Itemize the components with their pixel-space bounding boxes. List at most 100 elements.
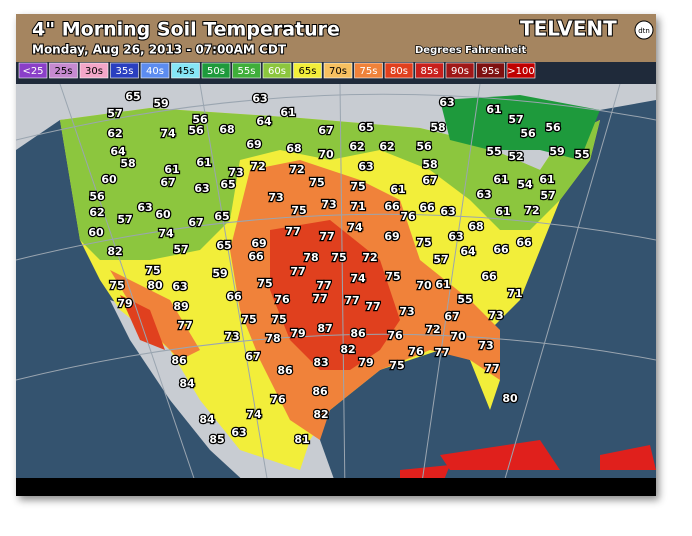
reading: 61 bbox=[435, 278, 450, 291]
legend-label: 65s bbox=[299, 66, 317, 77]
reading: 66 bbox=[493, 243, 509, 256]
reading: 66 bbox=[419, 201, 435, 214]
reading: 81 bbox=[294, 433, 309, 446]
title: 4" Morning Soil Temperature bbox=[32, 19, 340, 41]
reading: 61 bbox=[164, 163, 179, 176]
reading: 62 bbox=[349, 140, 364, 153]
reading: 74 bbox=[246, 408, 262, 421]
reading: 55 bbox=[574, 148, 589, 161]
legend-label: 95s bbox=[482, 66, 500, 77]
reading: 69 bbox=[384, 230, 399, 243]
reading: 77 bbox=[365, 300, 380, 313]
reading: 63 bbox=[172, 280, 187, 293]
reading: 59 bbox=[153, 97, 168, 110]
reading: 64 bbox=[110, 145, 126, 158]
legend-swatch bbox=[384, 62, 414, 79]
reading: 56 bbox=[192, 113, 208, 126]
reading: 63 bbox=[358, 160, 373, 173]
reading: 75 bbox=[257, 277, 272, 290]
reading: 56 bbox=[89, 190, 105, 203]
reading: 76 bbox=[400, 210, 416, 223]
reading: 75 bbox=[145, 264, 160, 277]
reading: 58 bbox=[120, 157, 135, 170]
reading: 57 bbox=[508, 113, 523, 126]
reading: 60 bbox=[155, 208, 171, 221]
reading: 77 bbox=[344, 294, 359, 307]
reading: 67 bbox=[245, 350, 260, 363]
reading: 67 bbox=[444, 310, 459, 323]
reading: 60 bbox=[101, 173, 117, 186]
legend-swatch bbox=[140, 62, 170, 79]
legend: <25 25s 30s 35s 40s 45s 50s 55s 60s 65s 70s 75s 80s 8… bbox=[18, 62, 536, 79]
reading: 89 bbox=[173, 300, 188, 313]
reading: 66 bbox=[516, 236, 532, 249]
reading: 65 bbox=[216, 239, 231, 252]
legend-swatch bbox=[232, 62, 261, 79]
legend-swatch bbox=[171, 62, 200, 79]
legend-label: 75s bbox=[360, 66, 378, 77]
reading: 77 bbox=[316, 279, 331, 292]
reading: 64 bbox=[256, 115, 272, 128]
reading: 86 bbox=[171, 354, 187, 367]
reading: 73 bbox=[224, 330, 239, 343]
reading: 70 bbox=[318, 148, 334, 161]
legend-label: 50s bbox=[207, 66, 225, 77]
reading: 65 bbox=[220, 178, 235, 191]
reading: 61 bbox=[196, 156, 211, 169]
legend-label: >100 bbox=[507, 66, 534, 77]
reading: 56 bbox=[416, 140, 432, 153]
reading: 69 bbox=[246, 138, 261, 151]
map-area bbox=[16, 84, 656, 496]
legend-swatch bbox=[415, 62, 444, 79]
legend-label: 55s bbox=[238, 66, 256, 77]
reading: 77 bbox=[312, 292, 327, 305]
reading: 61 bbox=[539, 173, 554, 186]
reading: 63 bbox=[137, 201, 152, 214]
reading: 66 bbox=[226, 290, 242, 303]
reading: 61 bbox=[486, 103, 501, 116]
reading: 78 bbox=[265, 332, 280, 345]
reading: 77 bbox=[319, 230, 334, 243]
reading: 58 bbox=[422, 158, 437, 171]
reading: 72 bbox=[362, 251, 377, 264]
logo-badge bbox=[634, 20, 654, 40]
reading: 60 bbox=[88, 226, 104, 239]
reading: 77 bbox=[177, 319, 192, 332]
reading: 80 bbox=[147, 279, 163, 292]
reading: 86 bbox=[350, 327, 366, 340]
legend-label: 80s bbox=[390, 66, 408, 77]
reading: 85 bbox=[209, 433, 224, 446]
reading: 61 bbox=[493, 173, 508, 186]
reading: 74 bbox=[160, 127, 176, 140]
reading: 57 bbox=[540, 189, 555, 202]
reading: 78 bbox=[303, 251, 318, 264]
header-band bbox=[16, 14, 656, 62]
reading: 62 bbox=[89, 206, 104, 219]
reading: 71 bbox=[507, 287, 522, 300]
reading: 75 bbox=[385, 270, 400, 283]
reading: 71 bbox=[350, 200, 365, 213]
reading: 75 bbox=[350, 180, 365, 193]
reading: 56 bbox=[545, 121, 561, 134]
legend-label: 30s bbox=[85, 66, 103, 77]
reading: 67 bbox=[422, 174, 437, 187]
reading: 75 bbox=[331, 251, 346, 264]
reading: 72 bbox=[289, 163, 304, 176]
reading: 52 bbox=[508, 150, 523, 163]
reading: 70 bbox=[450, 330, 466, 343]
legend-label: <25 bbox=[22, 66, 43, 77]
reading: 65 bbox=[214, 210, 229, 223]
bottom-strip bbox=[16, 478, 656, 496]
reading: 77 bbox=[290, 265, 305, 278]
band-50s bbox=[440, 95, 600, 160]
reading: 82 bbox=[107, 245, 122, 258]
reading: 74 bbox=[347, 221, 363, 234]
reading: 75 bbox=[109, 279, 124, 292]
reading: 54 bbox=[517, 178, 533, 191]
reading: 67 bbox=[160, 176, 175, 189]
reading: 76 bbox=[408, 345, 424, 358]
reading: 75 bbox=[241, 313, 256, 326]
